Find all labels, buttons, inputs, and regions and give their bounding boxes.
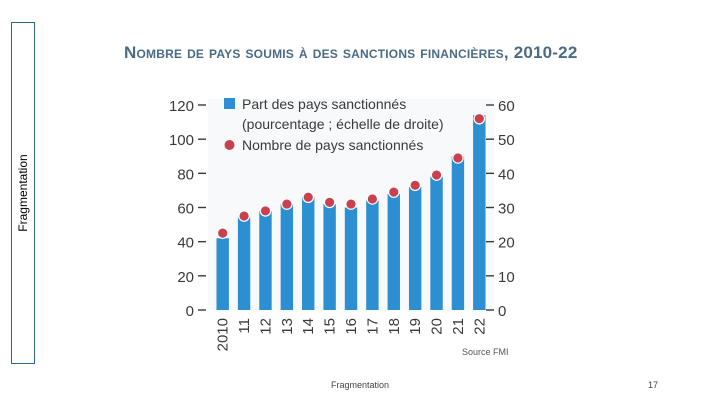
right-tick-label: 10 — [498, 269, 515, 286]
x-tick-label: 13 — [279, 318, 296, 335]
x-tick-label: 21 — [450, 318, 467, 335]
x-tick-label: 19 — [407, 318, 424, 335]
x-tick-label: 17 — [364, 318, 381, 335]
data-point — [345, 198, 357, 210]
left-tick-label: 120 — [169, 98, 194, 115]
x-tick-label: 11 — [236, 318, 253, 334]
data-point — [281, 198, 293, 210]
source-note: Source FMI — [462, 347, 509, 357]
x-tick-label: 16 — [343, 318, 360, 335]
data-point — [216, 227, 229, 239]
bar — [473, 115, 486, 310]
right-tick-label: 60 — [498, 98, 515, 115]
data-point — [323, 196, 336, 209]
x-tick-label: 14 — [300, 318, 317, 335]
legend-swatch-bars — [224, 98, 235, 109]
right-tick-label: 20 — [498, 235, 515, 252]
legend-swatch-dots — [224, 140, 235, 150]
bar — [387, 193, 400, 310]
right-tick-label: 40 — [498, 166, 515, 183]
legend-label-bars-line2: (pourcentage ; échelle de droite) — [242, 116, 444, 132]
x-tick-label: 22 — [471, 318, 488, 335]
right-tick-label: 0 — [498, 303, 506, 320]
left-tick-label: 80 — [177, 166, 194, 183]
footer-text: Fragmentation — [330, 380, 390, 390]
bar — [344, 207, 358, 310]
legend-label-dots: Nombre de pays sanctionnés — [242, 137, 423, 153]
data-point — [452, 152, 464, 164]
bar — [430, 176, 443, 310]
data-point — [238, 210, 250, 222]
data-point — [430, 169, 443, 181]
left-tick-label: 20 — [177, 269, 194, 286]
bar — [323, 204, 336, 310]
x-tick-label: 12 — [257, 318, 274, 335]
x-tick-label: 2010 — [215, 318, 232, 351]
right-tick-label: 30 — [498, 201, 515, 218]
bar — [302, 197, 315, 310]
legend-label-bars-line1: Part des pays sanctionnés — [242, 96, 406, 112]
x-tick-label: 18 — [386, 318, 403, 335]
left-tick-label: 0 — [186, 303, 194, 320]
data-point — [302, 191, 315, 204]
bar — [259, 210, 272, 310]
page-number: 17 — [648, 380, 659, 390]
bar — [408, 187, 422, 310]
x-tick-label: 15 — [322, 318, 339, 335]
bar — [216, 238, 229, 310]
data-point — [366, 193, 379, 205]
left-tick-label: 100 — [169, 132, 194, 149]
bar — [237, 217, 251, 310]
x-tick-label: 20 — [429, 318, 446, 335]
chart-title: Nombre de pays soumis à des sanctions fi… — [124, 43, 578, 62]
data-point — [259, 205, 272, 217]
bar — [366, 200, 379, 310]
data-point — [409, 179, 421, 192]
left-tick-label: 60 — [177, 201, 194, 218]
data-point — [387, 186, 400, 198]
bar — [451, 156, 465, 310]
sidebar-frame — [11, 22, 35, 364]
left-tick-label: 40 — [177, 235, 194, 252]
right-tick-label: 50 — [498, 132, 515, 149]
bar — [280, 204, 294, 310]
data-point — [473, 112, 486, 125]
